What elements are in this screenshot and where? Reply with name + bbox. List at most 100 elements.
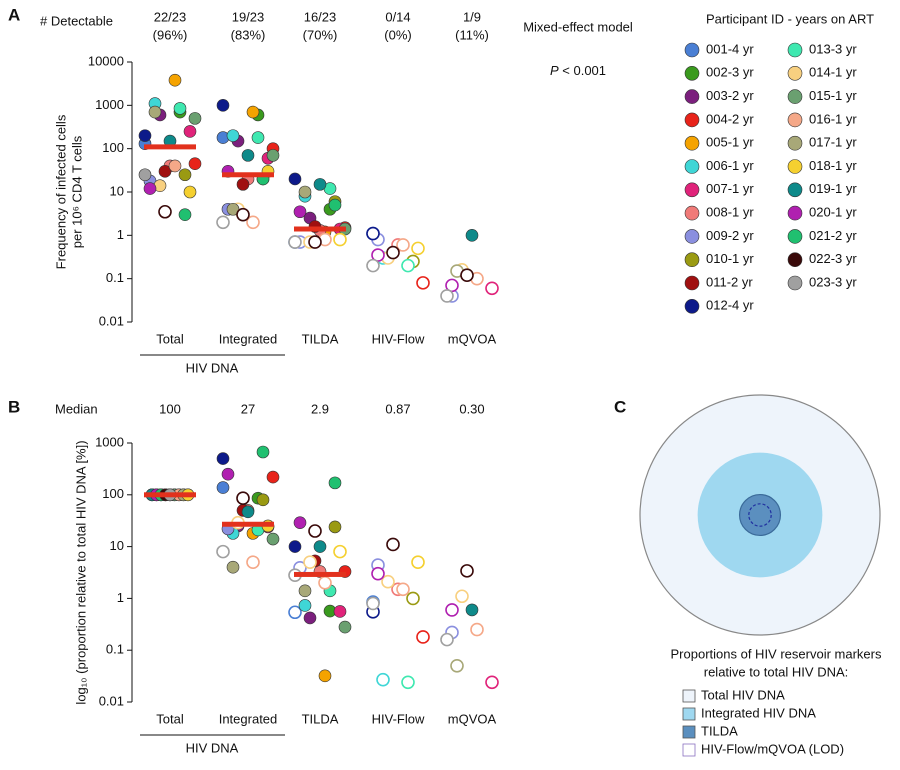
data-point (216, 99, 230, 112)
legend-marker (684, 42, 700, 58)
data-point-undetected (303, 555, 317, 569)
data-point-undetected (396, 582, 410, 597)
legend-marker (787, 66, 803, 81)
data-point (216, 452, 230, 465)
legend-label: 017-1 yr (809, 135, 857, 150)
x-tick-label: HIV-Flow (372, 331, 425, 346)
data-point-undetected (450, 658, 464, 673)
detectable-percent: (11%) (455, 27, 489, 42)
legend-label: 005-1 yr (706, 135, 754, 150)
data-point (256, 445, 270, 459)
group-label: HIV DNA (186, 360, 239, 375)
data-point-undetected (216, 544, 230, 559)
data-point-undetected (460, 564, 474, 578)
legend-marker (684, 66, 700, 81)
detectable-count: 22/23 (154, 9, 187, 24)
panel-label: C (614, 397, 626, 416)
data-point (465, 603, 479, 617)
p-text: < 0.001 (559, 63, 606, 78)
detectable-count: 0/14 (385, 9, 410, 24)
data-point (293, 516, 307, 529)
median-value: 2.9 (311, 401, 329, 416)
detectable-percent: (83%) (231, 27, 266, 42)
data-point (178, 208, 192, 221)
legend-marker (787, 135, 803, 151)
data-point-undetected (440, 632, 454, 647)
data-point-undetected (396, 238, 410, 252)
data-point (241, 505, 255, 519)
p-symbol: P (550, 63, 559, 78)
data-point-undetected (246, 215, 260, 230)
legend-label: 022-3 yr (809, 251, 857, 266)
data-point (226, 129, 240, 142)
legend-title: relative to total HIV DNA: (704, 664, 849, 679)
legend-label: 001-4 yr (706, 41, 754, 56)
legend-label: Total HIV DNA (701, 687, 785, 702)
median-value: 27 (241, 401, 255, 416)
legend-label: 008-1 yr (706, 205, 754, 220)
median-value: 0.30 (459, 401, 484, 416)
legend-swatch (682, 743, 696, 757)
data-point (298, 584, 312, 598)
legend-marker (787, 112, 803, 128)
detectable-count: 19/23 (232, 9, 265, 24)
y-axis-label: Frequency of infected cells (53, 114, 68, 269)
data-point-undetected (445, 603, 459, 617)
data-point-undetected (288, 235, 302, 249)
data-point-undetected (406, 591, 420, 606)
data-point-undetected (416, 276, 430, 290)
data-point-undetected (416, 630, 430, 644)
x-tick-label: Integrated (219, 711, 278, 726)
legend-marker (684, 275, 700, 291)
data-point-undetected (485, 675, 499, 690)
legend-label: 019-1 yr (809, 181, 857, 196)
data-point (318, 669, 332, 683)
reservoir-circle (748, 503, 772, 527)
data-point (293, 205, 307, 219)
legend-label: 004-2 yr (706, 111, 754, 126)
data-point-undetected (308, 524, 322, 538)
data-point (328, 520, 342, 534)
legend-marker (684, 205, 700, 221)
reservoir-circle (738, 493, 782, 537)
y-tick-label: 0.01 (99, 693, 124, 708)
legend-label: 020-1 yr (809, 205, 857, 220)
legend-label: 009-2 yr (706, 228, 754, 243)
panel-label: A (8, 5, 20, 24)
median-line (222, 172, 274, 178)
y-tick-label: 0.01 (99, 313, 124, 328)
data-point (226, 560, 240, 574)
data-point-undetected (333, 544, 347, 559)
data-point-undetected (246, 555, 260, 569)
median-line (294, 571, 346, 577)
median-value: 0.87 (385, 401, 410, 416)
data-point-undetected (381, 574, 395, 589)
data-point-undetected (455, 589, 469, 604)
detectable-label: # Detectable (40, 13, 113, 28)
legend-marker (787, 275, 803, 291)
data-point (328, 198, 342, 212)
data-point-undetected (460, 268, 474, 283)
legend-label: 013-3 yr (809, 41, 857, 56)
data-point-undetected (308, 235, 322, 249)
data-point (288, 172, 302, 186)
data-point (266, 470, 280, 484)
data-point (158, 165, 172, 178)
data-point (143, 182, 157, 195)
legend-label: 010-1 yr (706, 251, 754, 266)
data-point-undetected (411, 555, 425, 569)
legend-marker (787, 252, 803, 268)
legend-marker (684, 112, 700, 128)
data-point-undetected (485, 281, 499, 296)
y-tick-label: 100 (102, 140, 124, 155)
legend-title: Participant ID - years on ART (706, 11, 874, 26)
legend-label: 007-1 yr (706, 181, 754, 196)
legend-label: TILDA (701, 723, 738, 738)
y-tick-label: 100 (102, 486, 124, 501)
x-tick-label: Integrated (219, 331, 278, 346)
legend-label: 002-3 yr (706, 65, 754, 80)
legend-label: 015-1 yr (809, 88, 857, 103)
y-axis-label: log₁₀ (proportion relative to total HIV … (73, 440, 88, 704)
legend-label: 012-4 yr (706, 298, 754, 313)
